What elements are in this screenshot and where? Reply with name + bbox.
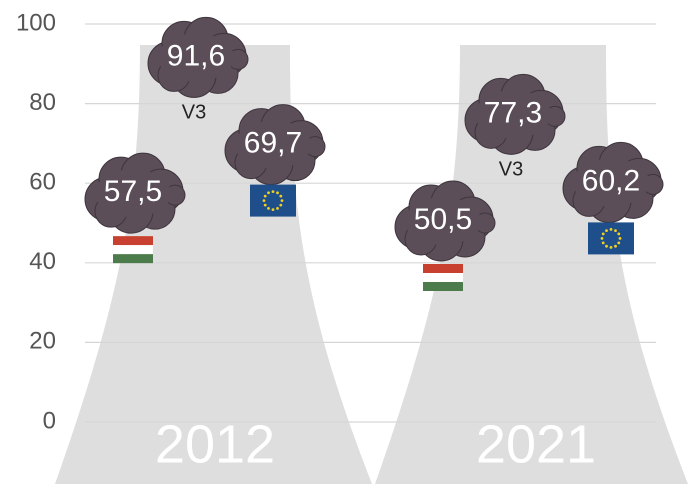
flag-star (605, 245, 608, 248)
y-tick-label: 60 (29, 169, 56, 196)
value-label: 69,7 (244, 127, 302, 160)
flag-field (588, 222, 634, 254)
series-label: V3 (499, 159, 523, 181)
flag-stripe (423, 264, 463, 273)
y-tick-label: 0 (43, 407, 56, 434)
flag-star (276, 207, 279, 210)
flag (113, 236, 153, 263)
flag-star (276, 191, 279, 194)
value-label: 57,5 (104, 175, 162, 208)
flag-stripe (113, 236, 153, 245)
flag-star (617, 233, 620, 236)
value-label: 91,6 (167, 39, 225, 72)
value-label: 77,3 (484, 96, 542, 129)
flag-star (610, 246, 613, 249)
flag-star (602, 242, 605, 245)
flag-stripe (423, 282, 463, 291)
flag-star (267, 207, 270, 210)
flag-star (272, 208, 275, 211)
flag (588, 222, 634, 254)
flag-star (605, 229, 608, 232)
category-label: 2021 (476, 414, 596, 474)
flag-stripe (423, 273, 463, 282)
flag-star (619, 237, 622, 240)
y-tick-label: 80 (29, 89, 56, 116)
flag-star (264, 195, 267, 198)
flag-star (264, 204, 267, 207)
y-tick-label: 40 (29, 248, 56, 275)
flag-star (601, 237, 604, 240)
flag-star (263, 199, 266, 202)
flag-star (614, 229, 617, 232)
flag-stripe (113, 254, 153, 263)
flag (423, 264, 463, 291)
flag-star (272, 190, 275, 193)
flag-star (614, 245, 617, 248)
flag (250, 185, 296, 217)
flag-star (602, 233, 605, 236)
chart: 0 20 40 60 80 100 2012 2021 57,5 50,5 91,6 V3 77,3 V3… (0, 0, 688, 484)
value-label: 60,2 (582, 164, 640, 197)
flag-star (610, 228, 613, 231)
flag-star (279, 204, 282, 207)
value-label: 50,5 (414, 203, 472, 236)
flag-star (267, 191, 270, 194)
flag-stripe (113, 245, 153, 254)
category-label: 2012 (155, 414, 275, 474)
y-tick-label: 100 (16, 9, 56, 36)
flag-field (250, 185, 296, 217)
flag-star (617, 242, 620, 245)
y-tick-label: 20 (29, 328, 56, 355)
flag-star (281, 199, 284, 202)
series-label: V3 (182, 102, 206, 124)
flag-star (279, 195, 282, 198)
